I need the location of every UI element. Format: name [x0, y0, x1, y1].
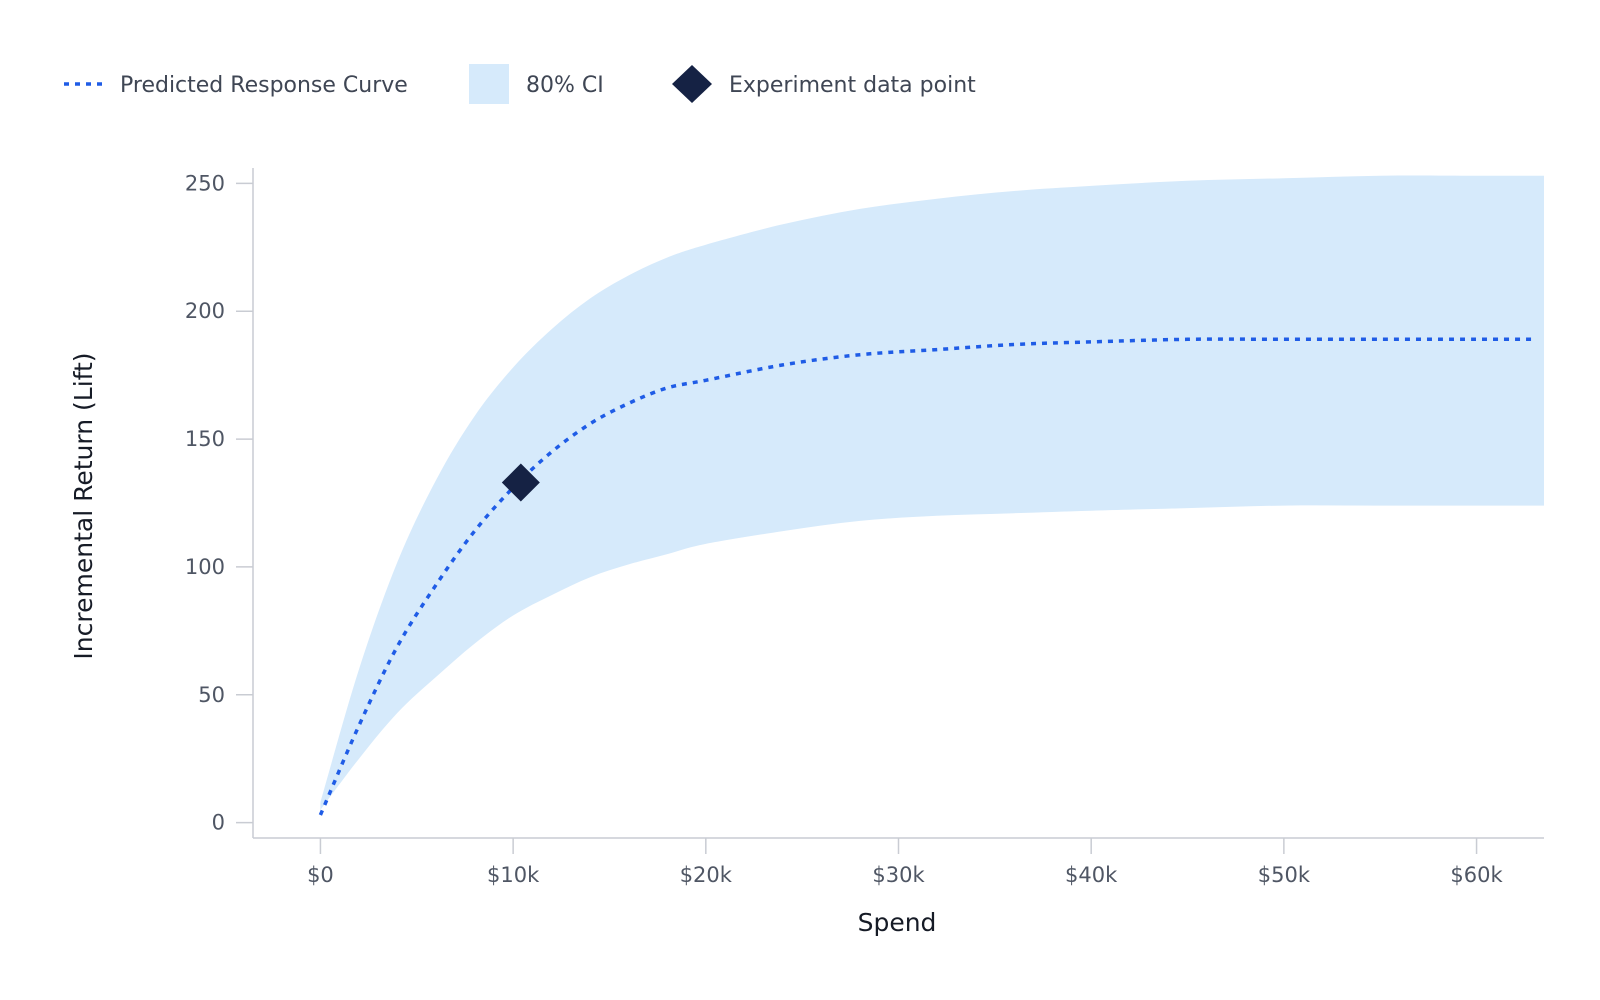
plot-area	[318, 175, 1544, 816]
y-tick-label: 250	[185, 171, 225, 195]
x-tick-label: $0	[307, 863, 334, 887]
legend-point-label: Experiment data point	[729, 73, 976, 98]
legend-curve-label: Predicted Response Curve	[120, 73, 408, 98]
x-tick-label: $20k	[680, 863, 733, 887]
y-tick-label: 200	[185, 299, 225, 323]
x-tick-label: $40k	[1065, 863, 1118, 887]
legend: Predicted Response Curve 80% CI Experime…	[64, 64, 976, 104]
axes: 0 50 100 150 200 250 $0 $10k $20k $30k $40k $50k $6…	[185, 168, 1544, 887]
x-axis-ticks: $0 $10k $20k $30k $40k $50k $60k	[307, 838, 1504, 887]
x-tick-label: $50k	[1258, 863, 1311, 887]
x-tick-label: $10k	[487, 863, 540, 887]
y-tick-label: 50	[198, 683, 225, 707]
x-axis-title: Spend	[858, 908, 937, 937]
legend-ci-swatch	[469, 64, 509, 104]
legend-ci-label: 80% CI	[526, 73, 604, 98]
y-tick-label: 0	[212, 811, 225, 835]
y-tick-label: 150	[185, 427, 225, 451]
ci-band	[320, 175, 1544, 810]
y-axis-title: Incremental Return (Lift)	[69, 352, 98, 659]
x-tick-label: $30k	[872, 863, 925, 887]
y-axis-ticks: 0 50 100 150 200 250	[185, 171, 253, 835]
x-tick-label: $60k	[1450, 863, 1503, 887]
experiment-points	[501, 463, 540, 502]
y-tick-label: 100	[185, 555, 225, 579]
legend-point-swatch	[672, 65, 712, 103]
experiment-data-point	[501, 463, 540, 502]
